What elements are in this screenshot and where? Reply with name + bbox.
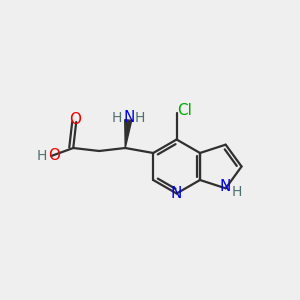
Polygon shape <box>125 120 132 148</box>
Text: N: N <box>171 186 182 201</box>
Text: N: N <box>124 110 135 125</box>
Text: H: H <box>37 149 47 163</box>
Text: H: H <box>135 111 146 125</box>
Text: N: N <box>220 179 231 194</box>
Text: H: H <box>112 111 122 125</box>
Text: H: H <box>232 185 242 199</box>
Text: Cl: Cl <box>177 103 192 118</box>
Text: O: O <box>48 148 60 164</box>
Text: O: O <box>69 112 81 127</box>
